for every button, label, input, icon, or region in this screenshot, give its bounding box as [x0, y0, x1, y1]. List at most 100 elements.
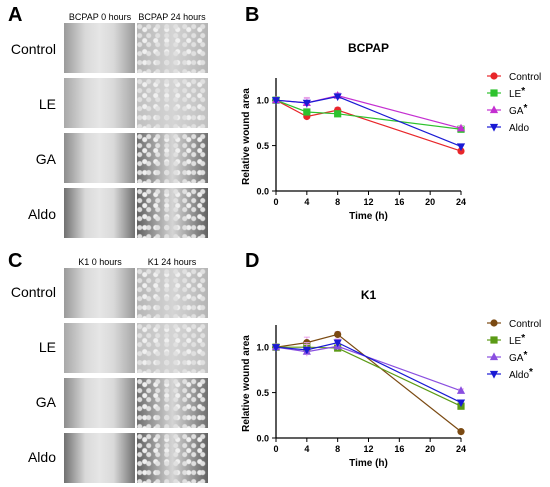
x-tick-label: 12	[363, 197, 373, 207]
data-point-aldo	[333, 339, 342, 348]
series-line-aldo	[275, 341, 462, 404]
k1-micrograph-r1-c1	[64, 268, 135, 318]
x-tick-label: 24	[456, 444, 466, 454]
x-tick-label: 0	[273, 197, 278, 207]
column-label-bcpap-24h: BCPAP 24 hours	[138, 12, 206, 22]
legend-label-le: LE*	[509, 333, 525, 347]
legend-significance-star: *	[521, 333, 525, 344]
legend-label-aldo: Aldo*	[509, 367, 533, 381]
x-tick-label: 8	[335, 444, 340, 454]
x-axis-label: Time (h)	[349, 211, 388, 222]
legend-marker-ga	[489, 352, 499, 361]
y-tick-label: 0.5	[256, 388, 269, 398]
x-tick-label: 16	[394, 444, 404, 454]
y-tick-label: 0.0	[256, 434, 269, 444]
x-tick-label: 20	[425, 197, 435, 207]
bcpap-micrograph-r4-c2	[137, 188, 208, 238]
legend-marker-control	[490, 72, 498, 80]
bcpap-micrograph-r2-c2	[137, 78, 208, 128]
bcpap-micrograph-r1-c2	[137, 23, 208, 73]
legend-label-ga: GA*	[509, 103, 527, 117]
legend-significance-star: *	[523, 103, 527, 114]
series-line-ga	[275, 345, 462, 392]
y-tick-label: 0.5	[256, 141, 269, 151]
panel-label-d: D	[245, 250, 260, 272]
data-point-ga	[456, 123, 466, 132]
row-label-le-c: LE	[38, 339, 56, 355]
data-point-aldo	[333, 93, 342, 102]
k1-micrograph-r2-c1	[64, 323, 135, 373]
k1-micrograph-r3-c1	[64, 378, 135, 428]
legend-label-control: Control	[509, 319, 541, 330]
series-line-control	[275, 333, 462, 433]
data-point-control	[334, 330, 342, 339]
row-label-control-c: Control	[10, 284, 56, 300]
legend-label-control: Control	[509, 72, 541, 83]
x-tick-label: 20	[425, 444, 435, 454]
bcpap-micrograph-r3-c1	[64, 133, 135, 183]
k1-micrograph-r2-c2	[137, 323, 208, 373]
data-point-control	[457, 428, 465, 436]
row-label-ga-a: GA	[35, 151, 56, 167]
chart-k1: K1 0.0 0.5 1.0 0 4 8 12 16 20 24 Time (h) Relative w…	[241, 288, 541, 469]
x-tick-label: 16	[394, 197, 404, 207]
data-point-aldo	[302, 99, 311, 108]
legend-marker-le	[490, 89, 498, 97]
x-tick-label: 0	[273, 444, 278, 454]
data-point-aldo	[302, 346, 311, 355]
data-point-ga	[456, 386, 466, 394]
bcpap-micrograph-r4-c1	[64, 188, 135, 238]
column-label-k1-0h: K1 0 hours	[78, 257, 122, 267]
data-point-le	[303, 108, 311, 116]
y-tick-label: 1.0	[256, 96, 269, 106]
legend-marker-aldo	[489, 123, 499, 132]
column-label-k1-24h: K1 24 hours	[147, 257, 197, 267]
row-label-le-a: LE	[38, 96, 56, 112]
legend-label-aldo: Aldo	[509, 123, 529, 134]
panel-label-c: C	[8, 250, 23, 272]
data-point-aldo	[271, 344, 281, 352]
bcpap-micrograph-r3-c2	[137, 133, 208, 183]
legend-label-ga: GA*	[509, 350, 527, 364]
chart-title: K1	[361, 288, 377, 302]
series-line-le	[276, 346, 462, 407]
data-point-le	[334, 110, 342, 118]
x-tick-label: 12	[363, 444, 373, 454]
legend-label-le: LE*	[509, 86, 525, 100]
k1-micrograph-r3-c2	[137, 378, 208, 428]
panel-label-b: B	[245, 4, 260, 26]
y-axis-label: Relative wound area	[241, 335, 252, 432]
chart-title: BCPAP	[348, 41, 389, 55]
series-line-aldo	[275, 95, 462, 148]
k1-micrograph-r1-c2	[137, 268, 208, 318]
legend-significance-star: *	[523, 350, 527, 361]
legend-marker-le	[490, 336, 498, 344]
k1-micrograph-r4-c1	[64, 433, 135, 483]
row-label-aldo-c: Aldo	[27, 449, 56, 465]
data-point-aldo	[456, 143, 466, 152]
legend-marker-control	[490, 319, 498, 327]
column-label-bcpap-0h: BCPAP 0 hours	[68, 12, 132, 22]
k1-micrograph-r4-c2	[137, 433, 208, 483]
x-tick-label: 4	[304, 444, 309, 454]
row-label-aldo-a: Aldo	[27, 206, 56, 222]
x-axis-label: Time (h)	[349, 458, 388, 469]
x-tick-label: 24	[456, 197, 466, 207]
panel-label-a: A	[8, 4, 23, 26]
legend-marker-aldo	[489, 370, 499, 379]
y-axis-label: Relative wound area	[241, 88, 252, 185]
y-tick-label: 0.0	[256, 187, 269, 197]
legend-significance-star: *	[521, 86, 525, 97]
legend-marker-ga	[489, 105, 499, 114]
x-tick-label: 8	[335, 197, 340, 207]
chart-bcpap: BCPAP 0.0 0.5 1.0 0 4 8 12 16 20 24 Time (h) Relativ…	[241, 41, 541, 222]
bcpap-micrograph-r1-c1	[64, 23, 135, 73]
x-tick-label: 4	[304, 197, 309, 207]
legend-significance-star: *	[529, 367, 533, 378]
bcpap-micrograph-r2-c1	[64, 78, 135, 128]
y-tick-label: 1.0	[256, 343, 269, 353]
data-point-aldo	[456, 399, 466, 408]
row-label-ga-c: GA	[35, 394, 56, 410]
row-label-control-a: Control	[10, 41, 56, 57]
data-point-aldo	[271, 97, 281, 105]
